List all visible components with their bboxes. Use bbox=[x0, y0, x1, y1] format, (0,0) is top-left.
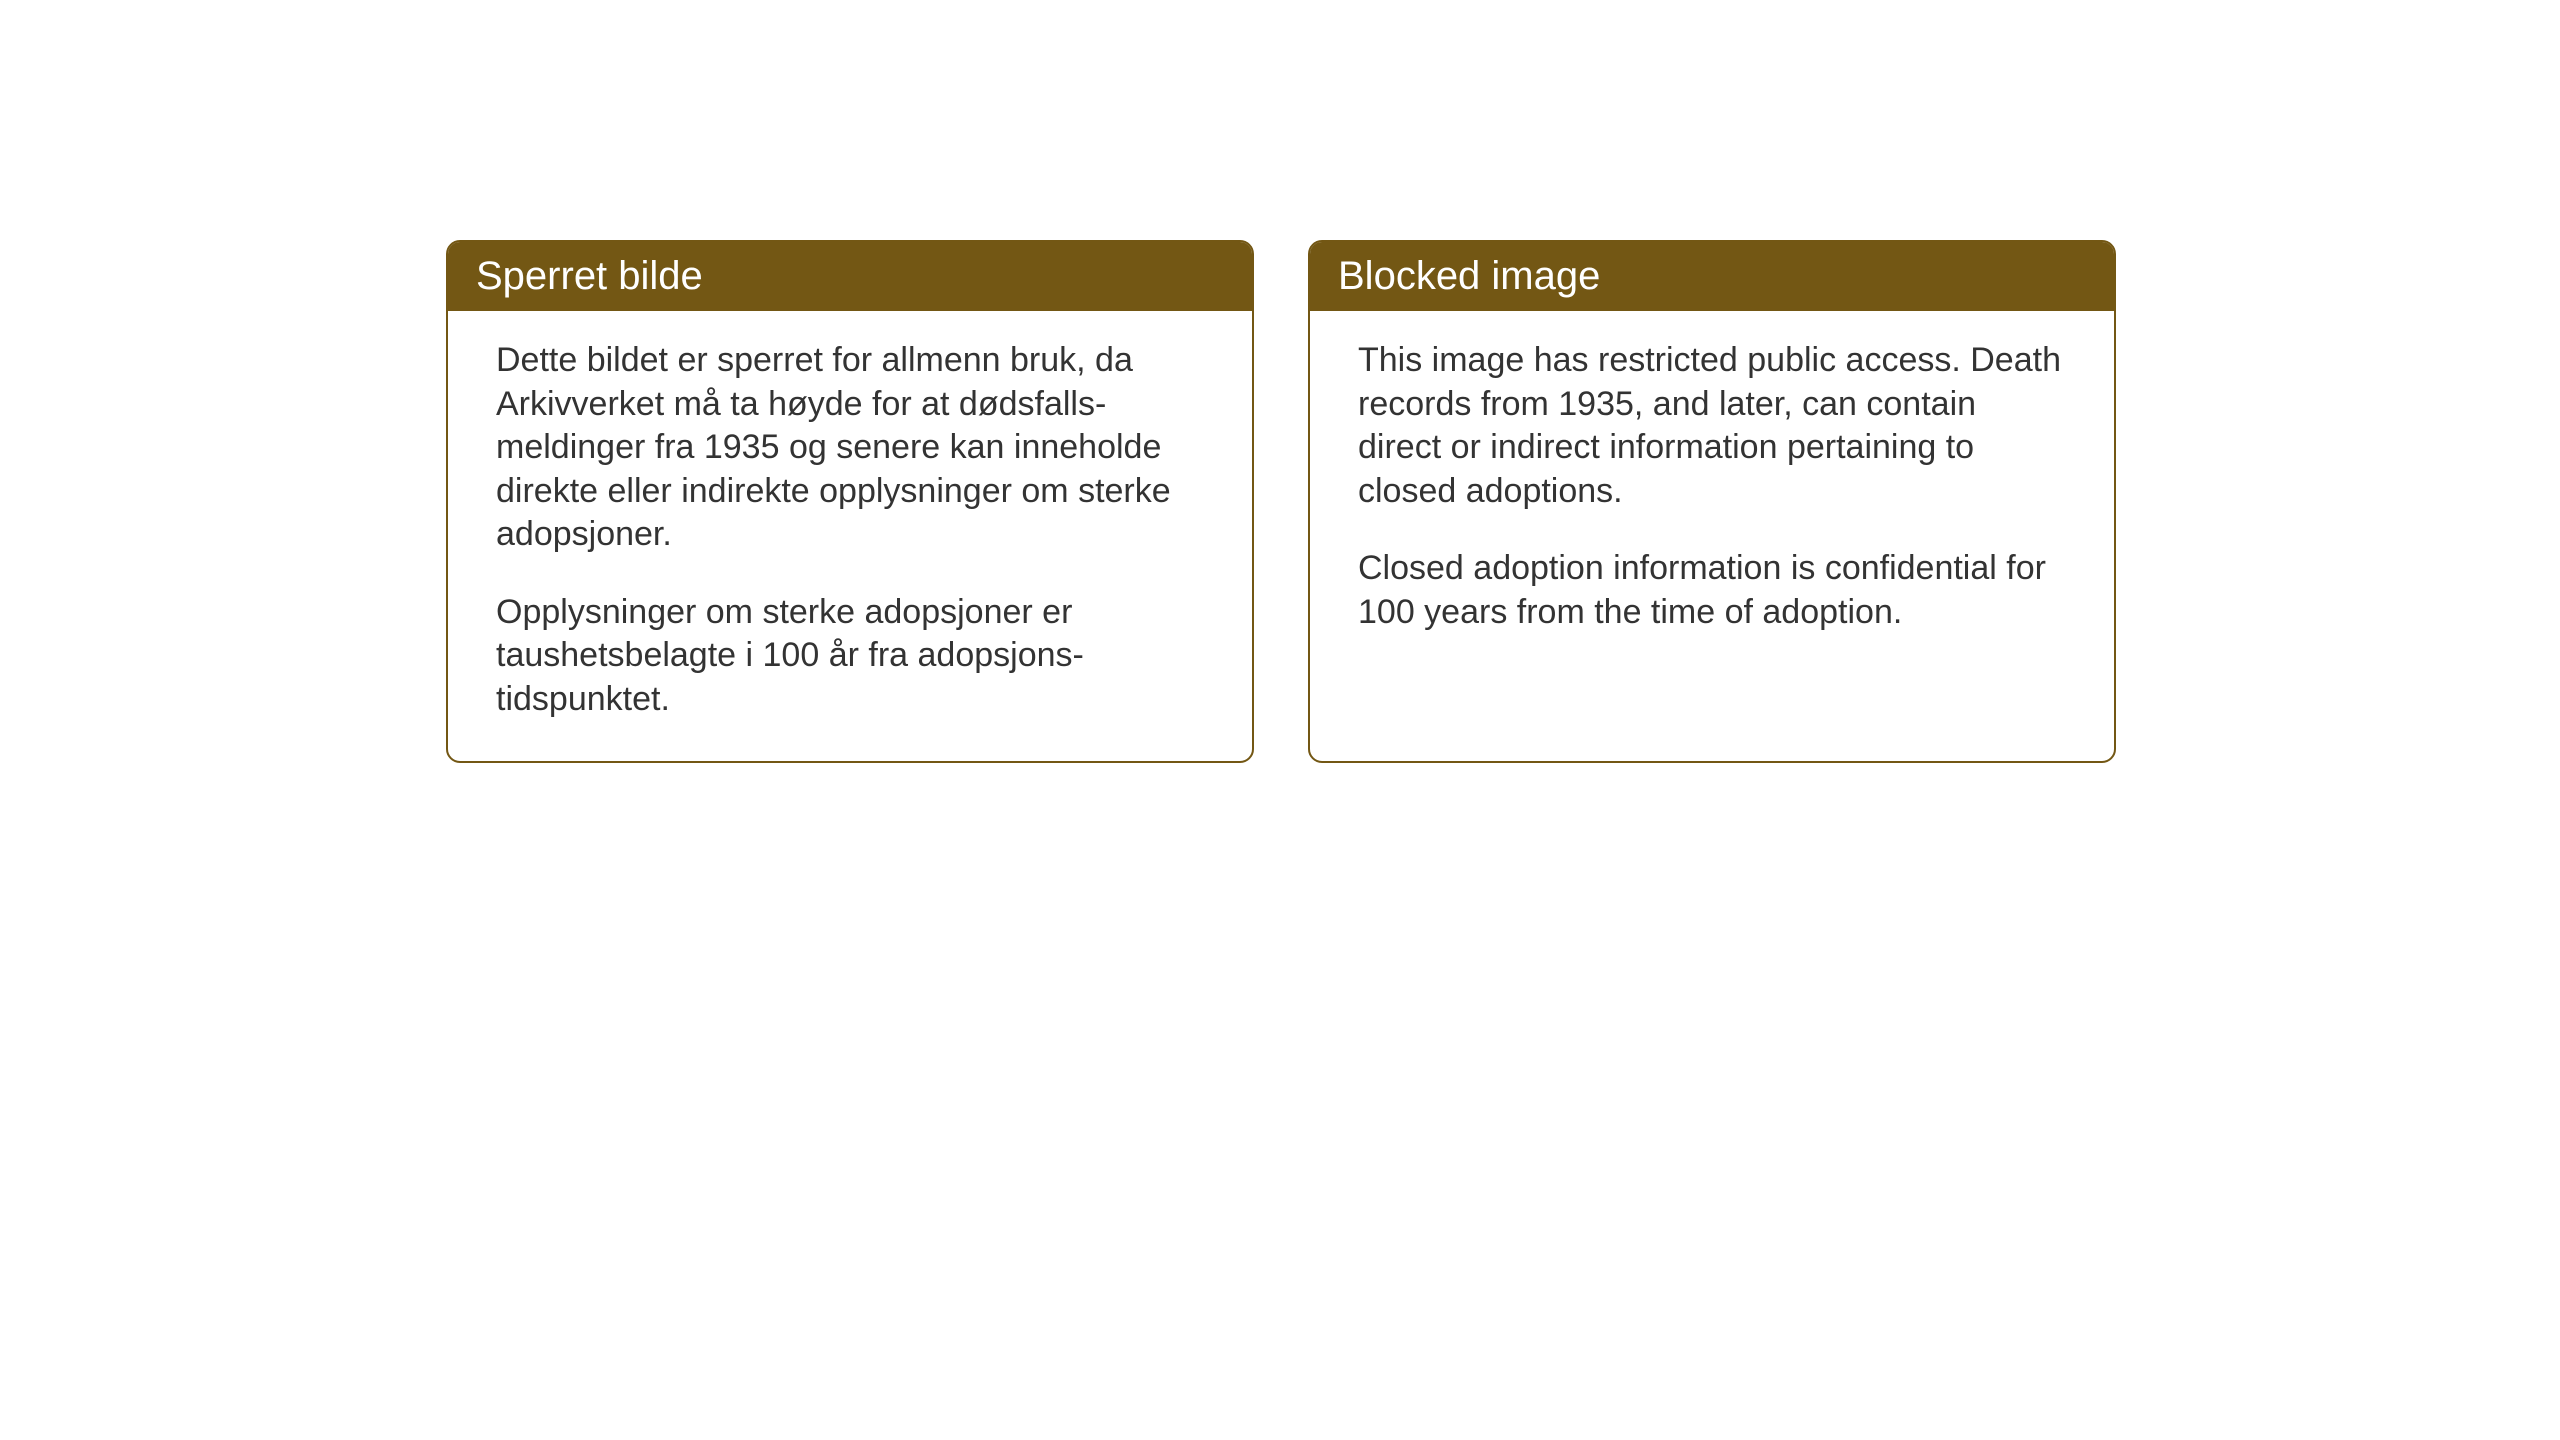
card-norwegian-paragraph-1: Dette bildet er sperret for allmenn bruk… bbox=[496, 339, 1204, 557]
card-english-title: Blocked image bbox=[1338, 254, 1600, 298]
card-english-paragraph-1: This image has restricted public access.… bbox=[1358, 339, 2066, 513]
notice-container: Sperret bilde Dette bildet er sperret fo… bbox=[446, 240, 2116, 763]
card-norwegian-paragraph-2: Opplysninger om sterke adopsjoner er tau… bbox=[496, 591, 1204, 722]
card-english: Blocked image This image has restricted … bbox=[1308, 240, 2116, 763]
card-norwegian: Sperret bilde Dette bildet er sperret fo… bbox=[446, 240, 1254, 763]
card-english-paragraph-2: Closed adoption information is confident… bbox=[1358, 547, 2066, 634]
card-norwegian-title: Sperret bilde bbox=[476, 254, 703, 298]
card-norwegian-header: Sperret bilde bbox=[448, 242, 1252, 311]
card-norwegian-body: Dette bildet er sperret for allmenn bruk… bbox=[448, 311, 1252, 761]
card-english-body: This image has restricted public access.… bbox=[1310, 311, 2114, 674]
card-english-header: Blocked image bbox=[1310, 242, 2114, 311]
